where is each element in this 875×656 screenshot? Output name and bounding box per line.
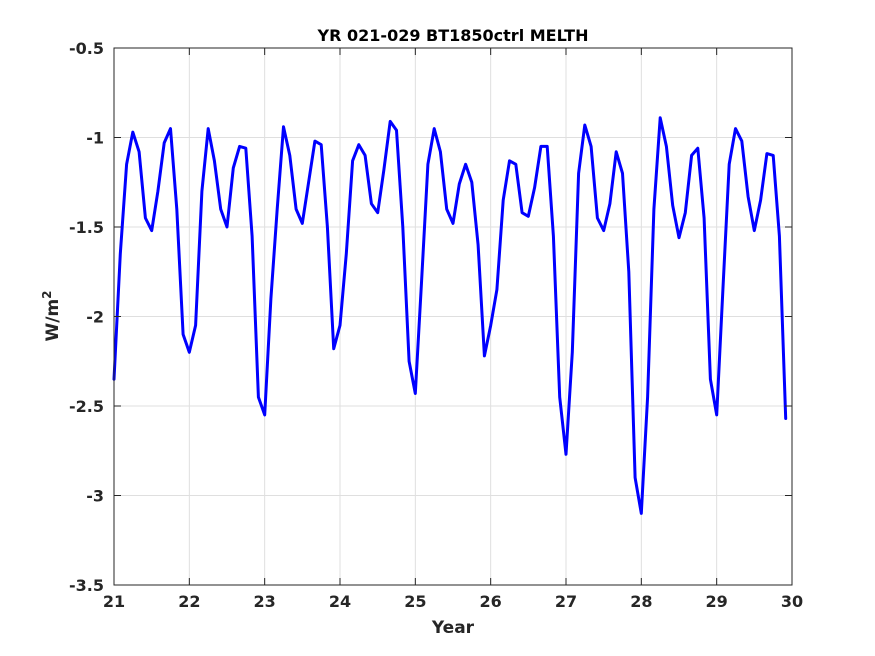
x-tick-label: 27 (555, 592, 577, 611)
series-line (112, 116, 788, 515)
y-tick-label: -0.5 (69, 39, 104, 58)
x-tick-label: 29 (706, 592, 728, 611)
chart-title: YR 021-029 BT1850ctrl MELTH (317, 26, 589, 45)
y-tick-label: -2.5 (69, 397, 104, 416)
y-axis-label-unit: W/m (43, 299, 63, 342)
x-axis-label: Year (431, 618, 475, 638)
x-tick-label: 23 (254, 592, 276, 611)
x-tick-label: 25 (404, 592, 426, 611)
y-axis-label: W/m2 (40, 290, 63, 341)
y-tick-label: -2 (86, 308, 104, 327)
x-tick-label: 24 (329, 592, 351, 611)
y-tick-label: -1.5 (69, 218, 104, 237)
x-tick-label: 28 (630, 592, 652, 611)
y-tick-label: -3.5 (69, 576, 104, 595)
y-axis-label-exponent: 2 (40, 290, 54, 298)
y-tick-label: -1 (86, 129, 104, 148)
series-layer (112, 116, 788, 515)
y-tick-label: -3 (86, 487, 104, 506)
x-tick-label: 21 (103, 592, 125, 611)
x-tick-label: 30 (781, 592, 803, 611)
x-tick-label: 26 (480, 592, 502, 611)
x-tick-label: 22 (178, 592, 200, 611)
ticks: 21 22 23 24 25 26 27 28 29 30 -0.5 -1 -1.5 -2 -2.5 -3 -3… (69, 39, 803, 611)
